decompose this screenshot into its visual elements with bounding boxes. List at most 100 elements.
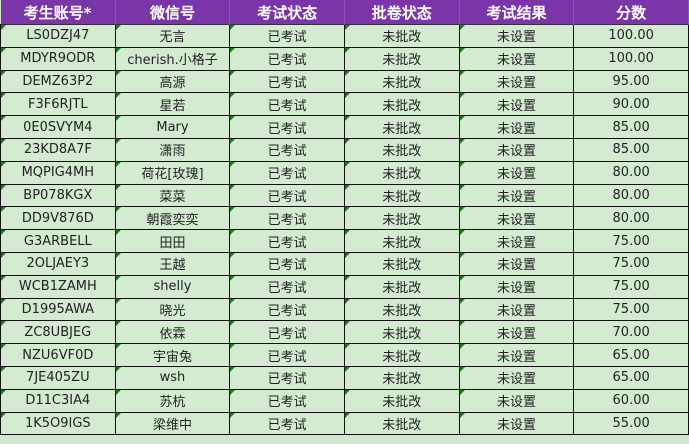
cell-exam-result[interactable]: 未设置	[458, 274, 575, 299]
cell-exam-result[interactable]: 未设置	[458, 343, 575, 367]
cell-exam-status[interactable]: 已考试	[229, 365, 345, 390]
cell-wechat[interactable]: Mary	[114, 115, 231, 139]
cell-grading-status[interactable]: 未批改	[343, 206, 460, 231]
cell-account[interactable]: G3ARBELL	[0, 229, 116, 253]
cell-wechat[interactable]: 苏杭	[114, 388, 231, 413]
cell-exam-status[interactable]: 已考试	[229, 297, 345, 322]
cell-grading-status[interactable]: 未批改	[343, 160, 460, 185]
cell-account[interactable]: LS0DZJ47	[0, 24, 116, 48]
cell-exam-status[interactable]: 已考试	[229, 411, 345, 436]
cell-exam-result[interactable]: 未设置	[458, 24, 575, 48]
cell-score[interactable]: 70.00	[573, 320, 689, 345]
cell-grading-status[interactable]: 未批改	[343, 46, 460, 71]
cell-exam-status[interactable]: 已考试	[229, 206, 345, 231]
cell-score[interactable]: 55.00	[573, 411, 689, 436]
cell-wechat[interactable]: 梁维中	[114, 411, 231, 436]
cell-wechat[interactable]: 晓光	[114, 297, 231, 322]
cell-score[interactable]: 75.00	[573, 274, 689, 299]
cell-exam-result[interactable]: 未设置	[458, 297, 575, 322]
cell-score[interactable]: 75.00	[573, 297, 689, 322]
cell-grading-status[interactable]: 未批改	[343, 320, 460, 345]
cell-grading-status[interactable]: 未批改	[343, 137, 460, 162]
cell-account[interactable]: MQPIG4MH	[0, 160, 116, 185]
cell-account[interactable]: 2OLJAEY3	[0, 251, 116, 276]
cell-score[interactable]: 65.00	[573, 343, 689, 367]
cell-exam-status[interactable]: 已考试	[229, 388, 345, 413]
cell-wechat[interactable]: 王越	[114, 251, 231, 276]
cell-wechat[interactable]: 无言	[114, 24, 231, 48]
cell-wechat[interactable]: 朝霞奕奕	[114, 206, 231, 231]
cell-exam-status[interactable]: 已考试	[229, 183, 345, 208]
cell-grading-status[interactable]: 未批改	[343, 115, 460, 139]
cell-wechat[interactable]: shelly	[114, 274, 231, 299]
cell-score[interactable]: 85.00	[573, 137, 689, 162]
cell-score[interactable]: 75.00	[573, 251, 689, 276]
cell-grading-status[interactable]: 未批改	[343, 343, 460, 367]
cell-exam-status[interactable]: 已考试	[229, 274, 345, 299]
cell-exam-result[interactable]: 未设置	[458, 46, 575, 71]
cell-wechat[interactable]: 宇宙兔	[114, 343, 231, 367]
column-header-exam-result[interactable]: 考试结果	[459, 0, 575, 25]
cell-score[interactable]: 90.00	[573, 92, 689, 117]
column-header-score[interactable]: 分数	[573, 0, 689, 25]
cell-exam-status[interactable]: 已考试	[229, 24, 345, 48]
cell-wechat[interactable]: 高源	[114, 69, 231, 94]
cell-grading-status[interactable]: 未批改	[343, 183, 460, 208]
cell-account[interactable]: 0E0SVYM4	[0, 115, 116, 139]
cell-exam-status[interactable]: 已考试	[229, 251, 345, 276]
cell-account[interactable]: DEMZ63P2	[0, 69, 116, 94]
cell-grading-status[interactable]: 未批改	[343, 24, 460, 48]
column-header-account[interactable]: 考生账号*	[0, 0, 116, 25]
cell-exam-result[interactable]: 未设置	[458, 92, 575, 117]
cell-grading-status[interactable]: 未批改	[343, 274, 460, 299]
cell-exam-result[interactable]: 未设置	[458, 183, 575, 208]
cell-grading-status[interactable]: 未批改	[343, 297, 460, 322]
cell-wechat[interactable]: 潇雨	[114, 137, 231, 162]
cell-account[interactable]: 23KD8A7F	[0, 137, 116, 162]
cell-score[interactable]: 100.00	[573, 46, 689, 71]
cell-exam-status[interactable]: 已考试	[229, 46, 345, 71]
cell-grading-status[interactable]: 未批改	[343, 69, 460, 94]
cell-exam-status[interactable]: 已考试	[229, 115, 345, 139]
cell-account[interactable]: F3F6RJTL	[0, 92, 116, 117]
cell-exam-result[interactable]: 未设置	[458, 115, 575, 139]
cell-exam-result[interactable]: 未设置	[458, 388, 575, 413]
cell-grading-status[interactable]: 未批改	[343, 411, 460, 436]
cell-exam-status[interactable]: 已考试	[229, 92, 345, 117]
cell-score[interactable]: 80.00	[573, 206, 689, 231]
column-header-wechat[interactable]: 微信号	[115, 0, 231, 25]
cell-exam-result[interactable]: 未设置	[458, 137, 575, 162]
cell-exam-status[interactable]: 已考试	[229, 229, 345, 253]
cell-score[interactable]: 65.00	[573, 365, 689, 390]
cell-account[interactable]: WCB1ZAMH	[0, 274, 116, 299]
cell-wechat[interactable]: 荷花[玫瑰]	[114, 160, 231, 185]
cell-exam-status[interactable]: 已考试	[229, 69, 345, 94]
cell-exam-result[interactable]: 未设置	[458, 206, 575, 231]
cell-exam-result[interactable]: 未设置	[458, 411, 575, 436]
cell-exam-result[interactable]: 未设置	[458, 69, 575, 94]
cell-score[interactable]: 100.00	[573, 24, 689, 48]
cell-score[interactable]: 60.00	[573, 388, 689, 413]
cell-account[interactable]: NZU6VF0D	[0, 343, 116, 367]
cell-exam-result[interactable]: 未设置	[458, 229, 575, 253]
cell-account[interactable]: DD9V876D	[0, 206, 116, 231]
cell-score[interactable]: 80.00	[573, 160, 689, 185]
cell-exam-result[interactable]: 未设置	[458, 320, 575, 345]
cell-grading-status[interactable]: 未批改	[343, 229, 460, 253]
cell-exam-status[interactable]: 已考试	[229, 137, 345, 162]
cell-exam-status[interactable]: 已考试	[229, 160, 345, 185]
cell-exam-result[interactable]: 未设置	[458, 251, 575, 276]
cell-wechat[interactable]: 星若	[114, 92, 231, 117]
cell-grading-status[interactable]: 未批改	[343, 365, 460, 390]
cell-exam-result[interactable]: 未设置	[458, 365, 575, 390]
cell-account[interactable]: MDYR9ODR	[0, 46, 116, 71]
cell-score[interactable]: 75.00	[573, 229, 689, 253]
cell-wechat[interactable]: wsh	[114, 365, 231, 390]
cell-grading-status[interactable]: 未批改	[343, 92, 460, 117]
column-header-grading-status[interactable]: 批卷状态	[344, 0, 460, 25]
cell-score[interactable]: 95.00	[573, 69, 689, 94]
cell-wechat[interactable]: cherish.小格子	[114, 46, 231, 71]
cell-grading-status[interactable]: 未批改	[343, 388, 460, 413]
cell-exam-status[interactable]: 已考试	[229, 320, 345, 345]
cell-grading-status[interactable]: 未批改	[343, 251, 460, 276]
